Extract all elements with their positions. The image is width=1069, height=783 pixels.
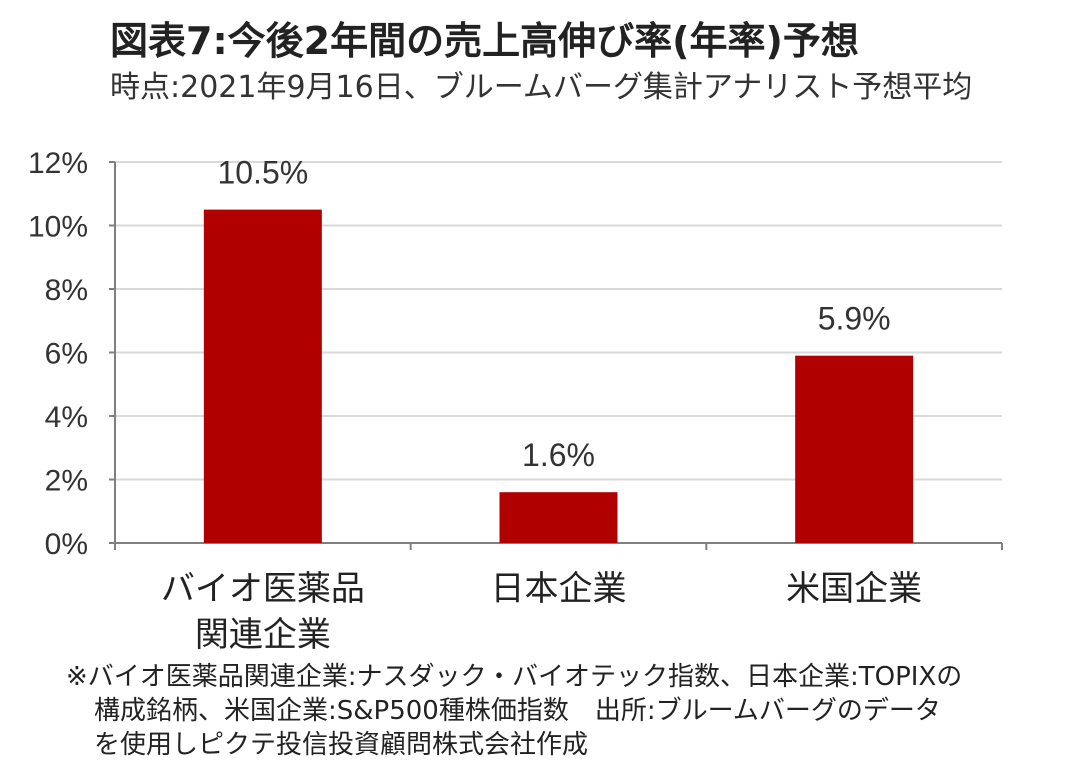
- y-tick-label: 10%: [28, 211, 88, 244]
- x-tick-label: 米国企業: [786, 569, 922, 609]
- y-tick-label: 4%: [45, 401, 88, 434]
- chart-title: 図表7:今後2年間の売上高伸び率(年率)予想: [110, 19, 859, 63]
- bars: [203, 209, 914, 543]
- x-tick-label: バイオ医薬品関連企業: [161, 569, 365, 655]
- y-tick-label: 2%: [45, 465, 88, 498]
- x-tick-label: 日本企業: [491, 569, 627, 609]
- bar: [795, 355, 914, 543]
- chart-subtitle: 時点:2021年9月16日、ブルームバーグ集計アナリスト予想平均: [110, 70, 973, 105]
- bar-chart: 0% 2% 4% 6% 8% 10% 12% 10.5% 1.6% 5.9% バイオ医薬品関連企…: [28, 147, 1003, 655]
- value-labels: 10.5% 1.6% 5.9%: [217, 155, 890, 474]
- category-labels: バイオ医薬品関連企業 日本企業 米国企業: [161, 569, 922, 655]
- footnote-line-3: を使用しピクテ投信投資顧問株式会社作成: [94, 730, 589, 760]
- data-label: 10.5%: [217, 155, 308, 191]
- footnote-line-1: ※バイオ医薬品関連企業:ナスダック・バイオテック指数、日本企業:TOPIXの: [66, 662, 963, 692]
- footnote-line-2: 構成銘柄、米国企業:S&P500種株価指数 出所:ブルームバーグのデータ: [94, 696, 941, 726]
- bar: [499, 492, 618, 543]
- footnote: ※バイオ医薬品関連企業:ナスダック・バイオテック指数、日本企業:TOPIXの 構…: [66, 660, 1046, 762]
- y-tick-label: 8%: [45, 274, 88, 307]
- data-label: 5.9%: [818, 301, 891, 337]
- y-tick-label: 6%: [45, 338, 88, 371]
- data-label: 1.6%: [522, 437, 595, 473]
- bar: [203, 209, 322, 543]
- y-tick-labels: 0% 2% 4% 6% 8% 10% 12%: [28, 147, 88, 561]
- y-tick-label: 0%: [45, 528, 88, 561]
- y-tick-label: 12%: [28, 147, 88, 180]
